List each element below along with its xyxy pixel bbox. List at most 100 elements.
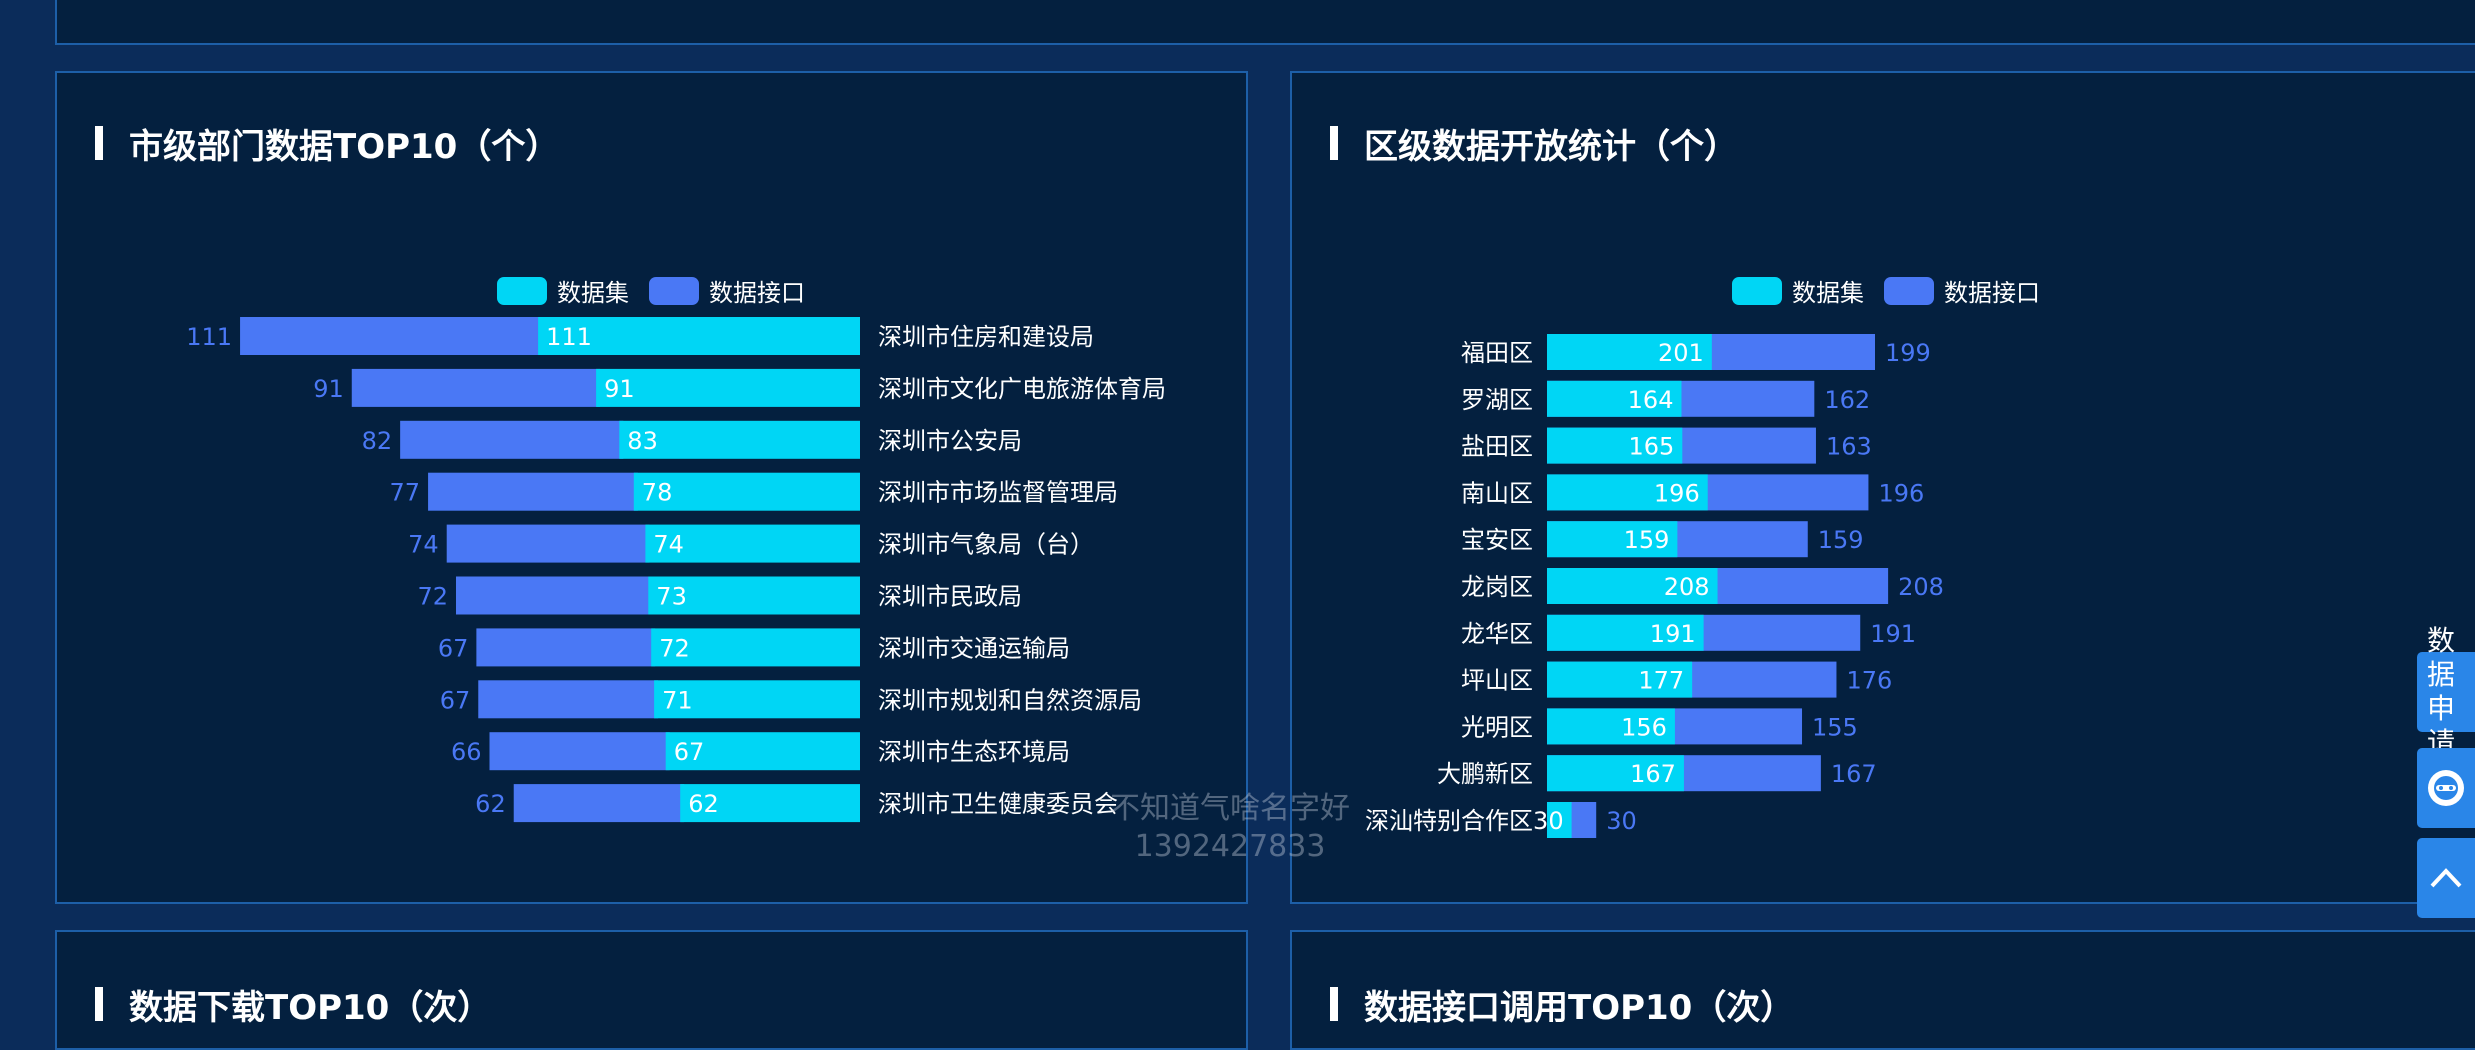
legend-label-api: 数据接口 xyxy=(1944,279,2040,307)
downloads-panel-title: 数据下载TOP10（次） xyxy=(95,984,491,1028)
category-label: 盐田区 xyxy=(1461,433,1533,461)
bar-dataset[interactable] xyxy=(619,420,860,459)
label-dataset: 156 xyxy=(1621,713,1667,741)
bar-dataset[interactable] xyxy=(651,628,860,667)
label-dataset: 164 xyxy=(1628,386,1674,414)
bar-dataset[interactable] xyxy=(665,732,860,771)
bar-dataset[interactable] xyxy=(633,472,860,511)
city-departments-panel: 市级部门数据TOP10（个） 数据集 数据接口 111 111 深圳市住房和建设局 9… xyxy=(55,71,1248,904)
top-panel xyxy=(55,0,2475,45)
label-api: 176 xyxy=(1846,667,1892,695)
legend-item-dataset[interactable]: 数据集 xyxy=(497,273,629,308)
bar-api[interactable] xyxy=(351,368,601,407)
category-label: 坪山区 xyxy=(1461,667,1533,695)
label-api: 91 xyxy=(313,375,344,403)
bar-api[interactable] xyxy=(513,784,685,823)
category-label: 深圳市规划和自然资源局 xyxy=(878,686,1142,714)
label-dataset: 208 xyxy=(1664,573,1710,601)
bar-dataset[interactable] xyxy=(1547,334,1712,370)
label-dataset: 74 xyxy=(653,531,684,559)
bar-dataset[interactable] xyxy=(1547,568,1718,604)
legend-label-api: 数据接口 xyxy=(709,279,805,307)
label-dataset: 111 xyxy=(546,323,592,351)
label-dataset: 201 xyxy=(1658,339,1704,367)
legend-swatch-dataset xyxy=(1732,276,1782,305)
label-api: 208 xyxy=(1898,573,1944,601)
bar-dataset[interactable] xyxy=(648,576,860,615)
bar-dataset[interactable] xyxy=(1547,427,1683,464)
bar-dataset[interactable] xyxy=(1547,614,1704,651)
district-panel-title: 区级数据开放统计（个） xyxy=(1330,123,1738,167)
bar-dataset[interactable] xyxy=(1547,474,1708,511)
bar-api[interactable] xyxy=(476,628,656,667)
bar-dataset[interactable] xyxy=(654,680,860,719)
api-calls-panel-title-text: 数据接口调用TOP10（次） xyxy=(1364,987,1795,1028)
label-dataset: 91 xyxy=(604,375,635,403)
bar-api[interactable] xyxy=(428,472,638,511)
label-dataset: 73 xyxy=(656,583,687,611)
bar-dataset[interactable] xyxy=(1547,755,1684,792)
chevron-up-icon xyxy=(2430,868,2462,888)
bar-api[interactable] xyxy=(446,524,650,563)
category-label: 深圳市交通运输局 xyxy=(878,634,1070,662)
label-dataset: 67 xyxy=(674,738,705,766)
category-label: 深圳市市场监督管理局 xyxy=(878,479,1118,507)
label-api: 167 xyxy=(1831,760,1877,788)
bar-api[interactable] xyxy=(489,732,670,771)
city-panel-title-text: 市级部门数据TOP10（个） xyxy=(129,126,560,167)
label-api: 163 xyxy=(1826,433,1872,461)
bar-dataset[interactable] xyxy=(645,524,860,563)
bar-dataset[interactable] xyxy=(538,317,860,355)
title-marker xyxy=(1330,126,1338,160)
city-panel-title: 市级部门数据TOP10（个） xyxy=(95,123,559,167)
bar-dataset[interactable] xyxy=(1547,708,1675,745)
downloads-panel: 数据下载TOP10（次） xyxy=(55,930,1248,1050)
district-legend[interactable]: 数据集 数据接口 xyxy=(1732,273,2060,308)
bar-dataset[interactable] xyxy=(1547,380,1682,417)
data-apply-label-1: 数据 xyxy=(2427,624,2456,691)
legend-swatch-api xyxy=(1884,276,1934,305)
bar-api[interactable] xyxy=(240,317,543,355)
label-api: 67 xyxy=(440,686,471,714)
bar-api[interactable] xyxy=(478,680,659,719)
data-apply-button[interactable]: 数据 申请 xyxy=(2417,624,2475,759)
bar-dataset[interactable] xyxy=(1547,521,1678,558)
label-api: 196 xyxy=(1878,479,1924,507)
category-label: 深圳市生态环境局 xyxy=(878,738,1070,766)
api-calls-panel-title: 数据接口调用TOP10（次） xyxy=(1330,984,1794,1028)
customer-service-button[interactable] xyxy=(2417,748,2475,828)
category-label: 深圳市公安局 xyxy=(878,427,1022,455)
label-api: 72 xyxy=(417,583,448,611)
district-panel-title-text: 区级数据开放统计（个） xyxy=(1364,126,1738,167)
customer-service-icon xyxy=(2428,770,2464,806)
category-label: 龙华区 xyxy=(1461,620,1533,648)
city-chart: 111 111 深圳市住房和建设局 91 91 深圳市文化广电旅游体育局 83 82 深圳市公安… xyxy=(186,317,1166,823)
watermark: 不知道气啥名字好 1392427833 xyxy=(1080,790,1380,866)
category-label: 宝安区 xyxy=(1461,526,1533,554)
label-api: 162 xyxy=(1824,386,1870,414)
watermark-line-2: 1392427833 xyxy=(1134,829,1326,864)
label-api: 77 xyxy=(390,479,421,507)
legend-label-dataset: 数据集 xyxy=(557,279,629,307)
legend-item-dataset[interactable]: 数据集 xyxy=(1732,273,1864,308)
bar-api[interactable] xyxy=(455,576,653,615)
label-dataset: 191 xyxy=(1650,620,1696,648)
label-api: 155 xyxy=(1812,713,1858,741)
api-calls-panel: 数据接口调用TOP10（次） xyxy=(1290,930,2475,1050)
label-api: 199 xyxy=(1885,339,1931,367)
city-legend[interactable]: 数据集 数据接口 xyxy=(497,273,825,308)
bar-dataset[interactable] xyxy=(596,368,860,407)
back-to-top-button[interactable] xyxy=(2417,838,2475,918)
bar-dataset[interactable] xyxy=(1547,661,1693,698)
category-label: 深圳市卫生健康委员会 xyxy=(878,790,1118,818)
bar-api[interactable] xyxy=(400,420,624,459)
label-dataset: 167 xyxy=(1630,760,1676,788)
category-label: 深圳市气象局（台） xyxy=(878,531,1094,559)
bar-dataset[interactable] xyxy=(1547,802,1572,838)
legend-item-api[interactable]: 数据接口 xyxy=(1884,273,2040,308)
district-panel: 区级数据开放统计（个） 数据集 数据接口 201 199 福田区 164 162 罗湖区 1… xyxy=(1290,71,2475,904)
label-dataset: 30 xyxy=(1533,807,1564,835)
bar-dataset[interactable] xyxy=(680,784,860,823)
legend-item-api[interactable]: 数据接口 xyxy=(649,273,805,308)
legend-label-dataset: 数据集 xyxy=(1792,279,1864,307)
